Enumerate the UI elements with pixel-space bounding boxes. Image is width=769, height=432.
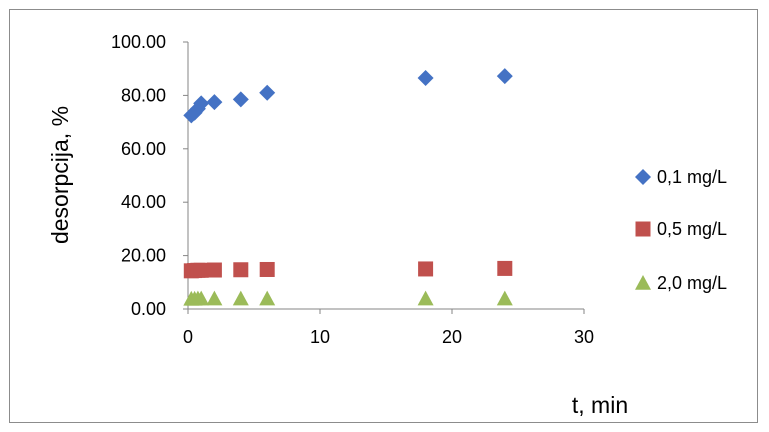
data-point-triangle (496, 290, 513, 306)
x-axis-label: t, min (572, 392, 628, 418)
x-tick-labels: 0 10 20 30 (183, 309, 594, 347)
data-point-triangle (259, 290, 276, 306)
y-tick-label: 20.00 (121, 246, 166, 266)
y-tick-label: 0.00 (131, 299, 166, 319)
legend-label: 2,0 mg/L (657, 273, 727, 293)
legend-marker-diamond (635, 169, 651, 185)
legend-entry: 0,1 mg/L (635, 167, 727, 187)
data-point-diamond (259, 84, 276, 101)
series-1 (183, 68, 513, 124)
y-tick-labels: 0.00 20.00 40.00 60.00 80.00 100.00 (111, 32, 188, 319)
data-point-diamond (496, 68, 513, 85)
data-point-triangle (232, 290, 249, 306)
data-point-triangle (417, 290, 434, 306)
chart-area (9, 9, 758, 423)
data-point-square (193, 262, 209, 278)
data-point-diamond (193, 95, 210, 112)
legend-entry: 2,0 mg/L (635, 273, 727, 293)
data-point-square (259, 261, 275, 277)
y-tick-label: 60.00 (121, 139, 166, 159)
data-point-square (418, 261, 434, 277)
legend-entry: 0,5 mg/L (635, 219, 727, 239)
data-point-square (206, 262, 222, 278)
legend-marker-triangle (635, 275, 651, 290)
data-point-diamond (206, 94, 223, 111)
x-tick-label: 10 (310, 327, 330, 347)
data-points (183, 68, 513, 306)
series-3 (183, 290, 513, 306)
x-tick-label: 30 (574, 327, 594, 347)
y-tick-label: 40.00 (121, 192, 166, 212)
series-2 (183, 260, 513, 279)
legend-label: 0,5 mg/L (657, 219, 727, 239)
legend: 0,1 mg/L 0,5 mg/L 2,0 mg/L (635, 167, 727, 293)
data-point-square (233, 262, 249, 278)
data-point-diamond (417, 70, 434, 87)
legend-label: 0,1 mg/L (657, 167, 727, 187)
x-tick-label: 0 (183, 327, 193, 347)
y-axis-label: desorpcija, % (47, 106, 73, 244)
data-point-triangle (193, 290, 210, 306)
legend-marker-square (635, 221, 651, 237)
data-point-triangle (206, 290, 223, 306)
data-point-diamond (232, 91, 249, 108)
data-point-square (497, 260, 513, 276)
y-tick-label: 80.00 (121, 85, 166, 105)
x-tick-label: 20 (442, 327, 462, 347)
y-tick-label: 100.00 (111, 32, 166, 52)
